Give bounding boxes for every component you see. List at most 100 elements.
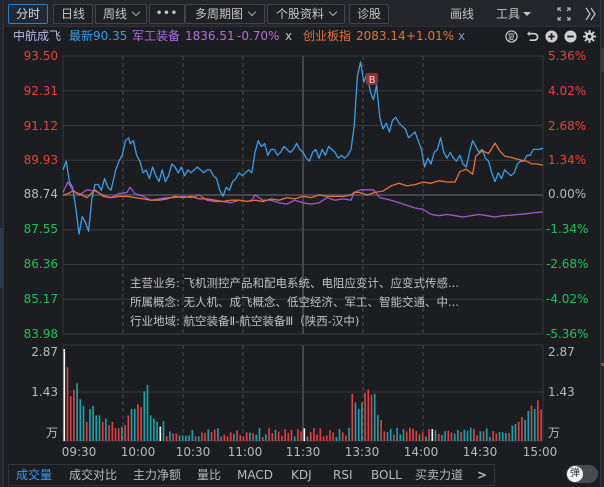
volume-unit-label: 万: [45, 426, 58, 440]
price-label: 93.50: [23, 49, 58, 63]
latest-value: 90.35: [93, 29, 128, 43]
more-periods-button[interactable]: •••: [149, 4, 185, 24]
index2-remove-button[interactable]: x: [458, 29, 466, 43]
tab-intraday[interactable]: 分时: [8, 4, 48, 24]
stock-profile-dropdown[interactable]: 个股资料: [267, 4, 345, 24]
price-label: 85.17: [23, 292, 58, 306]
pct-label: -4.02%: [546, 292, 589, 306]
tab-intraday-label: 分时: [15, 7, 40, 21]
multi-period-label: 多周期图: [194, 7, 243, 21]
draw-line-button[interactable]: 画线: [450, 4, 474, 24]
tabs-scroll-right-icon[interactable]: >: [477, 468, 488, 482]
industry-value: 航空装备Ⅱ-航空装备Ⅲ（陕西-汉中): [183, 314, 360, 328]
stock-info-overlay: 主营业务: 飞机测控产品和配电系统、电阻应变计、应变式传感... 所属概念: 无…: [130, 274, 459, 331]
multi-period-dropdown[interactable]: 多周期图: [185, 4, 265, 24]
tab-volume-ratio[interactable]: 量比: [197, 468, 222, 482]
tab-rsi[interactable]: RSI: [333, 468, 353, 482]
volume-label: 2.87: [548, 345, 575, 359]
tab-daily[interactable]: 日线: [53, 4, 93, 24]
pct-label: 5.36%: [548, 49, 587, 63]
time-label: 10:00: [120, 445, 156, 459]
tab-daily-label: 日线: [60, 7, 85, 21]
settings-icon[interactable]: [583, 30, 596, 43]
stock-name: 中航成飞: [13, 29, 62, 43]
price-label: 88.74: [23, 187, 58, 201]
diagnose-button[interactable]: 诊股: [349, 4, 389, 24]
svg-text:复: 复: [508, 31, 516, 41]
volume-label: 2.87: [31, 345, 58, 359]
tools-label: 工具: [496, 7, 521, 21]
undo-icon[interactable]: [526, 30, 539, 43]
volume-unit-label: 万: [548, 426, 561, 440]
fullscreen-icon[interactable]: [557, 7, 571, 21]
index2-name: 创业板指: [303, 29, 352, 43]
price-label: 92.31: [23, 84, 58, 98]
industry-row: 行业地域: 航空装备Ⅱ-航空装备Ⅲ（陕西-汉中): [130, 312, 459, 331]
svg-text:B: B: [369, 75, 376, 86]
pct-label: 4.02%: [548, 84, 587, 98]
time-label: 09:30: [61, 445, 97, 459]
tab-volume-compare[interactable]: 成交对比: [69, 468, 118, 482]
price-label: 87.55: [23, 222, 58, 236]
tab-volume[interactable]: 成交量: [16, 468, 53, 482]
double-chevron-right-icon[interactable]: [585, 7, 597, 21]
index2-value: 2083.14: [356, 29, 406, 43]
tab-weekly-dropdown[interactable]: 周线: [95, 4, 147, 24]
中航成飞-line: [62, 61, 544, 235]
toolbar: 分时 日线 周线 ••• 多周期图 个股资料 诊股 画线 工具: [5, 0, 600, 27]
index1-change: -0.70%: [237, 29, 280, 43]
index2-change: +1.01%: [406, 29, 455, 43]
tools-dropdown[interactable]: 工具: [496, 4, 532, 24]
price-label: 83.98: [23, 327, 58, 341]
price-label: 86.36: [23, 257, 58, 271]
more-icon: •••: [155, 8, 179, 19]
price-label: 91.12: [23, 119, 58, 133]
time-label: 11:00: [227, 445, 263, 459]
pct-label: 0.00%: [548, 187, 587, 201]
pct-label: 2.68%: [548, 119, 587, 133]
time-label: 14:00: [403, 445, 439, 459]
index1-remove-button[interactable]: x: [285, 29, 293, 43]
volume-label: 1.43: [548, 385, 575, 399]
pct-label: 1.34%: [548, 153, 587, 167]
zoom-out-icon[interactable]: [564, 30, 577, 43]
legend-bar: 中航成飞 最新90.35 军工装备 1836.51 -0.70% x 创业板指 …: [5, 27, 600, 46]
rights-adjust-icon[interactable]: 复: [505, 30, 518, 43]
index1-value: 1836.51: [185, 29, 235, 43]
draw-line-label: 画线: [450, 7, 475, 21]
popup-toggle-knob: 弹: [567, 466, 583, 482]
time-label: 15:00: [522, 445, 558, 459]
latest-label: 最新: [69, 29, 94, 43]
time-label: 13:30: [344, 445, 380, 459]
latest-price: 最新90.35: [69, 27, 127, 46]
right-scrollbar[interactable]: [600, 0, 604, 487]
stock-profile-label: 个股资料: [275, 7, 324, 21]
zoom-in-icon[interactable]: [545, 30, 558, 43]
pct-label: -1.34%: [546, 222, 589, 236]
caret-down-icon: [523, 12, 532, 16]
left-panel-edge: [0, 0, 4, 487]
tab-kdj[interactable]: KDJ: [291, 468, 312, 482]
tab-boll[interactable]: BOLL: [371, 468, 402, 482]
tab-buy-sell-power[interactable]: 买卖力道: [415, 468, 464, 482]
main-business-value: 飞机测控产品和配电系统、电阻应变计、应变式传感...: [183, 276, 459, 290]
diagnose-label: 诊股: [356, 7, 381, 21]
popup-toggle[interactable]: 弹: [566, 465, 598, 483]
price-label: 89.93: [23, 153, 58, 167]
volume-label: 1.43: [31, 385, 58, 399]
tab-main-net[interactable]: 主力净额: [133, 468, 182, 482]
tab-macd[interactable]: MACD: [237, 468, 273, 482]
buy-marker[interactable]: B: [366, 73, 378, 86]
time-label: 10:30: [175, 445, 211, 459]
pct-label: -2.68%: [546, 257, 589, 271]
index1-name: 军工装备: [132, 29, 181, 43]
time-label: 14:30: [462, 445, 498, 459]
industry-label: 行业地域:: [130, 314, 180, 328]
tab-weekly-label: 周线: [102, 7, 127, 21]
indicator-tabs: 成交量 成交对比 主力净额 量比 MACD KDJ RSI BOLL 买卖力道 …: [8, 464, 495, 486]
concepts-row: 所属概念: 无人机、成飞概念、低空经济、军工、智能交通、中...: [130, 293, 459, 312]
main-business-label: 主营业务:: [130, 276, 180, 290]
concepts-value: 无人机、成飞概念、低空经济、军工、智能交通、中...: [183, 295, 459, 309]
